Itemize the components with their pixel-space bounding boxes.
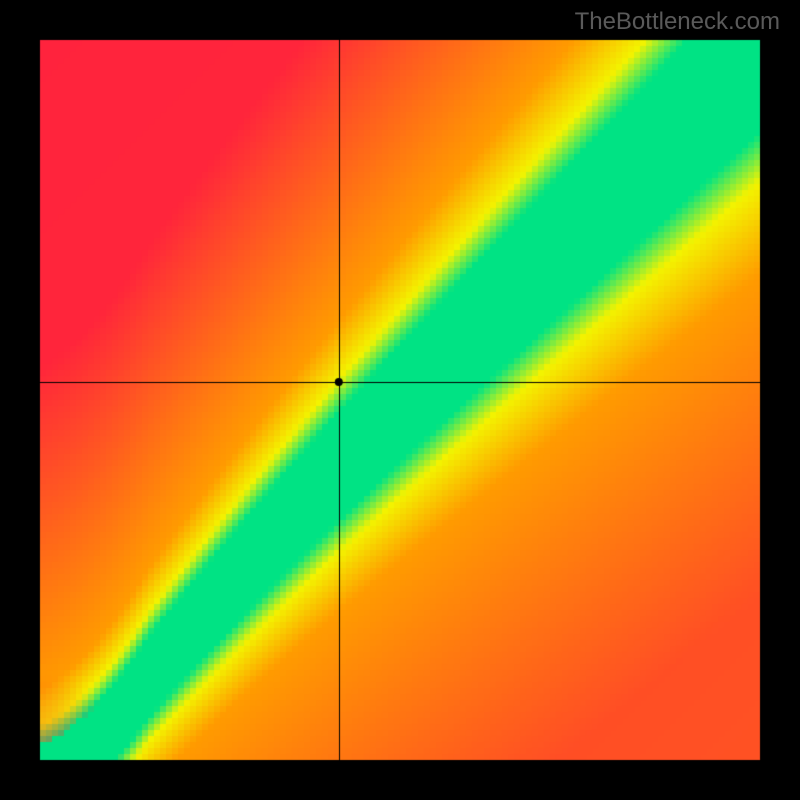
bottleneck-heatmap xyxy=(0,0,800,800)
watermark-text: TheBottleneck.com xyxy=(575,8,780,36)
chart-container: TheBottleneck.com xyxy=(0,0,800,800)
